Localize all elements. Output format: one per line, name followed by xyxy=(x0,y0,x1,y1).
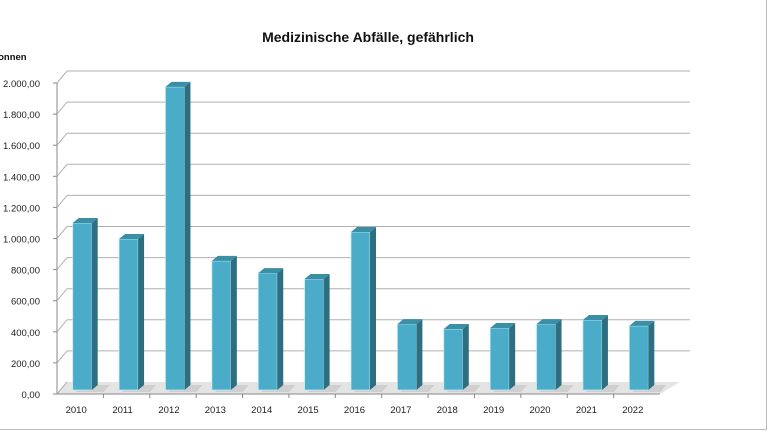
bar-2011 xyxy=(118,234,157,392)
bar-top xyxy=(72,217,98,223)
gridline-diagonal xyxy=(56,101,68,115)
bar-side xyxy=(648,320,655,390)
bar-front xyxy=(304,278,325,391)
x-tick-label: 2019 xyxy=(483,405,504,416)
x-tick-label: 2016 xyxy=(344,405,365,416)
bar-2017 xyxy=(396,319,435,392)
bar-front xyxy=(628,325,649,391)
y-tick-label: 400,00 xyxy=(11,328,40,339)
bar-top xyxy=(304,273,330,279)
bar-side xyxy=(184,81,191,390)
bar-top xyxy=(582,315,608,321)
bar-front xyxy=(257,272,278,391)
bar-2014 xyxy=(257,268,296,392)
bar-side xyxy=(323,273,330,390)
bar-side xyxy=(509,322,516,390)
bar-2013 xyxy=(211,255,249,392)
bar-top xyxy=(397,319,423,325)
bar-top xyxy=(258,268,284,274)
bar-side xyxy=(370,227,376,390)
bar-front xyxy=(536,323,556,391)
y-tick-label: 2.000,00 xyxy=(3,79,40,90)
x-tick-label: 2021 xyxy=(576,405,597,416)
bar-front xyxy=(489,327,510,391)
bar-top xyxy=(351,227,376,233)
y-tick-label: 0,00 xyxy=(22,390,41,401)
bar-top xyxy=(629,320,655,326)
bar-front xyxy=(350,231,371,391)
bar-2016 xyxy=(350,227,388,392)
y-tick-label: 800,00 xyxy=(11,266,40,277)
bar-top xyxy=(443,324,469,330)
bar-top xyxy=(536,319,562,325)
bar-front xyxy=(582,319,603,391)
bar-2019 xyxy=(489,322,528,392)
y-tick-label: 1.800,00 xyxy=(3,110,40,121)
gridline-diagonal xyxy=(56,257,68,270)
y-tick-label: 200,00 xyxy=(11,359,40,370)
x-tick-label: 2010 xyxy=(66,405,87,416)
y-axis-label: Tonnen xyxy=(0,52,27,63)
gridline-diagonal xyxy=(56,132,68,146)
gridline-diagonal xyxy=(56,350,68,364)
bar-top xyxy=(119,234,145,240)
bar-side xyxy=(230,255,237,390)
bar-top xyxy=(490,322,516,328)
bar-2021 xyxy=(582,315,620,392)
bar-side xyxy=(138,234,145,390)
bar-front xyxy=(165,86,185,391)
gridline-diagonal xyxy=(56,195,68,208)
x-tick-label: 2013 xyxy=(205,405,226,416)
y-tick-label: 1.200,00 xyxy=(3,203,40,214)
bar-front xyxy=(118,238,139,391)
bar-2018 xyxy=(443,324,481,392)
bar-front xyxy=(211,260,232,391)
x-tick-label: 2020 xyxy=(529,405,550,416)
x-tick-label: 2018 xyxy=(437,405,458,416)
bar-2020 xyxy=(536,319,574,392)
gridline-diagonal xyxy=(56,288,68,302)
bar-side xyxy=(555,319,562,390)
gridline-diagonal xyxy=(56,226,68,239)
bar-top xyxy=(211,255,237,261)
x-tick-labels: 2010 2011 2012 2013 2014 2015 2016 2017 2018 2019… xyxy=(66,405,644,416)
x-tick-label: 2017 xyxy=(390,405,411,416)
bar-2015 xyxy=(304,273,342,392)
bar-2012 xyxy=(165,81,203,392)
bar-front xyxy=(443,328,464,391)
bars xyxy=(72,81,667,392)
bar-side xyxy=(91,217,98,390)
bar-2022 xyxy=(628,320,667,392)
bar-front xyxy=(72,222,93,391)
y-tick-label: 1.000,00 xyxy=(3,235,40,246)
x-tick-label: 2015 xyxy=(298,405,319,416)
x-tick-label: 2022 xyxy=(622,405,643,416)
gridline-diagonal xyxy=(56,163,68,177)
gridline-diagonal xyxy=(56,70,68,84)
gridline-diagonal xyxy=(56,381,68,395)
bar-side xyxy=(601,315,608,390)
bar-front xyxy=(396,323,417,391)
bar-2010 xyxy=(72,217,110,392)
x-tick-label: 2011 xyxy=(112,405,132,416)
bar-side xyxy=(277,268,284,390)
y-tick-labels: 0,00 200,00 400,00 600,00 800,00 1.000,00 1.20… xyxy=(3,79,40,401)
x-tick-label: 2014 xyxy=(251,405,272,416)
bar-side xyxy=(416,319,423,390)
gridline-diagonal xyxy=(56,319,68,333)
y-tick-label: 1.400,00 xyxy=(3,172,40,183)
x-tick-label: 2012 xyxy=(158,405,179,416)
y-tick-label: 600,00 xyxy=(11,297,40,308)
y-tick-label: 1.600,00 xyxy=(3,141,40,152)
chart-title: Medizinische Abfälle, gefährlich xyxy=(262,29,474,45)
bar-side xyxy=(462,324,469,390)
bar-top xyxy=(165,81,191,87)
